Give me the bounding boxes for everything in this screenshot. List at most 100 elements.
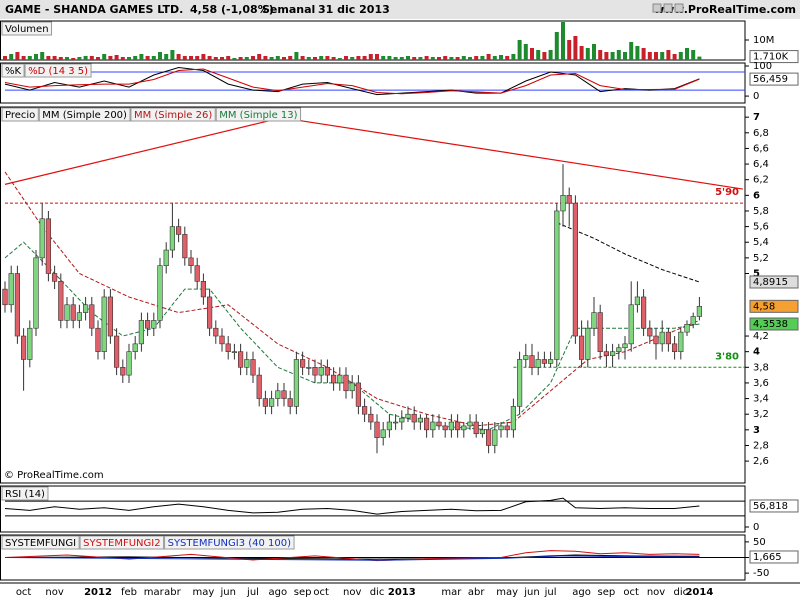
candle-body [114,335,120,368]
candle-body [213,327,219,337]
level-label: 5'90 [715,187,739,198]
window-button[interactable] [663,3,673,13]
candle-body [207,296,213,329]
volume-bar [263,56,268,60]
volume-bar [567,40,572,60]
value-box-label: 1,665 [753,552,782,563]
candle-body [126,351,132,376]
volume-bar [654,52,658,60]
candle-body [690,316,696,325]
volume-bar [474,56,479,60]
volume-bar [319,56,324,60]
candle-body [120,367,126,376]
volume-bar [505,56,510,60]
x-tick-label: oct [623,587,639,598]
volume-bar [65,57,69,60]
volume-bar [610,52,615,60]
candle-body [262,398,269,407]
value-box [749,317,799,331]
volume-bar [77,57,82,60]
candle-body [200,281,207,298]
volume-bar [213,57,218,60]
candle-body [95,327,101,352]
candle-body [597,312,603,352]
value-box-label: 56,818 [753,501,788,512]
volume-bar [517,40,522,60]
volume-bar [120,57,125,60]
candle-body [188,257,194,266]
volume-bar [15,52,20,60]
volume-bar [207,56,212,60]
volume-bar [536,50,541,60]
candle-body [64,304,70,321]
window-button[interactable] [674,3,684,13]
candle-body [256,374,262,399]
volume-bar [548,50,553,60]
volume-bar [573,36,578,60]
candle-body [343,374,349,392]
volume-bar [592,44,596,60]
candle-body [696,306,702,317]
volume-bar [406,56,410,60]
candle-body [70,304,76,321]
candle-body [603,351,609,356]
volume-bar [616,50,621,60]
y-tick-label: 6,8 [753,128,769,139]
volume-bar [300,56,305,60]
candle-body [479,429,486,435]
candle-body [231,351,238,353]
candle-body [516,359,523,407]
volume-bar [468,57,472,60]
candle-body [324,367,331,376]
volume-bar [523,44,528,60]
trend-line [4,116,285,185]
volume-bar [195,56,200,60]
candle-body [678,331,684,352]
y-tick-label: 5,2 [753,253,769,264]
candle-body [2,288,8,306]
candle-body [523,355,529,360]
series-line [4,555,700,561]
y-tick-label: 5,8 [753,206,769,217]
x-tick-label: jun [219,587,235,598]
volume-bar [375,54,379,60]
candle-body [238,351,244,368]
y-tick-label: 7 [753,112,760,123]
volume-bar [393,57,398,60]
candle-body [485,429,492,446]
x-tick-label: ago [572,587,591,598]
candle-body [318,367,324,376]
y-tick-label: 6 [753,190,760,201]
x-tick-label: sep [294,587,312,598]
value-box-label: 4,58 [753,301,775,312]
window-button[interactable] [652,3,662,13]
candle-body [361,406,368,415]
volume-bar [170,50,175,60]
series-line [4,497,700,515]
x-tick-label: dic [370,587,385,598]
volume-bar [660,52,665,60]
trend-line [277,116,743,190]
value-box [749,550,799,564]
volume-bar [282,57,286,60]
legend-box [215,107,302,122]
candle-body [616,347,622,352]
x-tick-label: jun [523,587,539,598]
candle-body [423,417,430,431]
volume-bar [201,54,206,60]
volume-bar [220,57,224,60]
y-tick-label: 100 [753,61,772,72]
volume-bar [511,54,516,60]
candle-body [560,195,566,212]
candle-body [312,367,318,376]
legend-box [1,63,25,78]
volume-bar [269,57,274,60]
volume-bar [158,52,162,60]
volume-bar [52,56,57,60]
candle-body [337,374,343,384]
candle-body [8,273,14,306]
volume-bar [40,52,45,60]
volume-bar [635,46,640,60]
volume-bar [492,56,497,60]
series-line [4,66,700,96]
